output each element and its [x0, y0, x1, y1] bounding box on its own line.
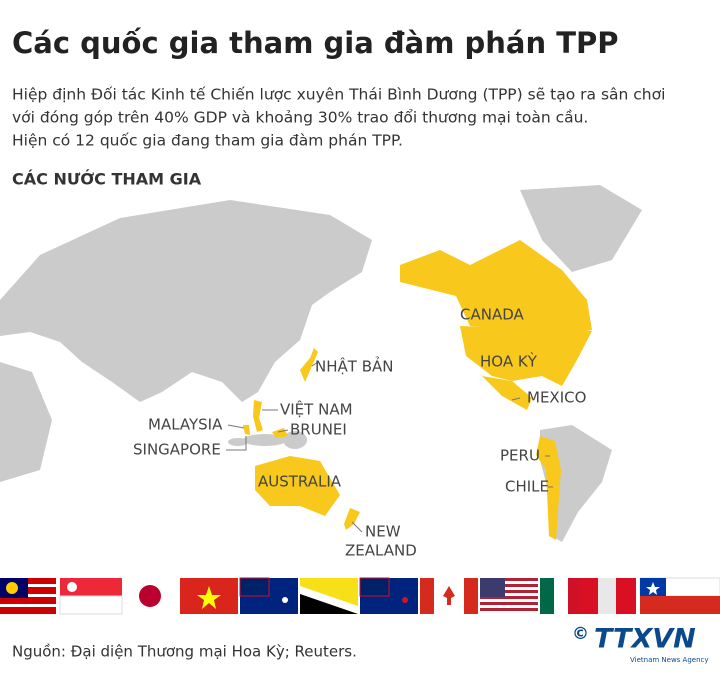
country-label: BRUNEI: [290, 421, 347, 439]
country-label: MALAYSIA: [148, 416, 223, 434]
copyright: ©: [572, 624, 589, 644]
country-label: AUSTRALIA: [258, 473, 342, 491]
description: Hiệp định Đối tác Kinh tế Chiến lược xuy…: [12, 86, 665, 104]
country-label: PERU: [500, 447, 540, 465]
logo-subtitle: Vietnam News Agency: [630, 656, 709, 664]
country-label: CHILE: [505, 478, 549, 496]
country-label: MEXICO: [527, 389, 586, 407]
country-label: NEW: [365, 523, 401, 541]
country-label: SINGAPORE: [133, 441, 221, 459]
country-label: CANADA: [460, 306, 525, 324]
flags: [0, 577, 720, 615]
section-label: CÁC NƯỚC THAM GIA: [12, 170, 202, 189]
country-label: VIỆT NAM: [280, 400, 353, 419]
country-label: HOA KỲ: [480, 352, 538, 371]
country-label: ZEALAND: [345, 542, 417, 560]
logo-name: TTXVN: [594, 624, 696, 655]
title: Các quốc gia tham gia đàm phán TPP: [12, 26, 619, 60]
description: với đóng góp trên 40% GDP và khoảng 30% …: [12, 109, 588, 127]
source: Nguồn: Đại diện Thương mại Hoa Kỳ; Reute…: [12, 643, 357, 661]
description: Hiện có 12 quốc gia đang tham gia đàm ph…: [12, 132, 403, 150]
country-label: NHẬT BẢN: [315, 356, 393, 376]
map: [0, 185, 642, 542]
